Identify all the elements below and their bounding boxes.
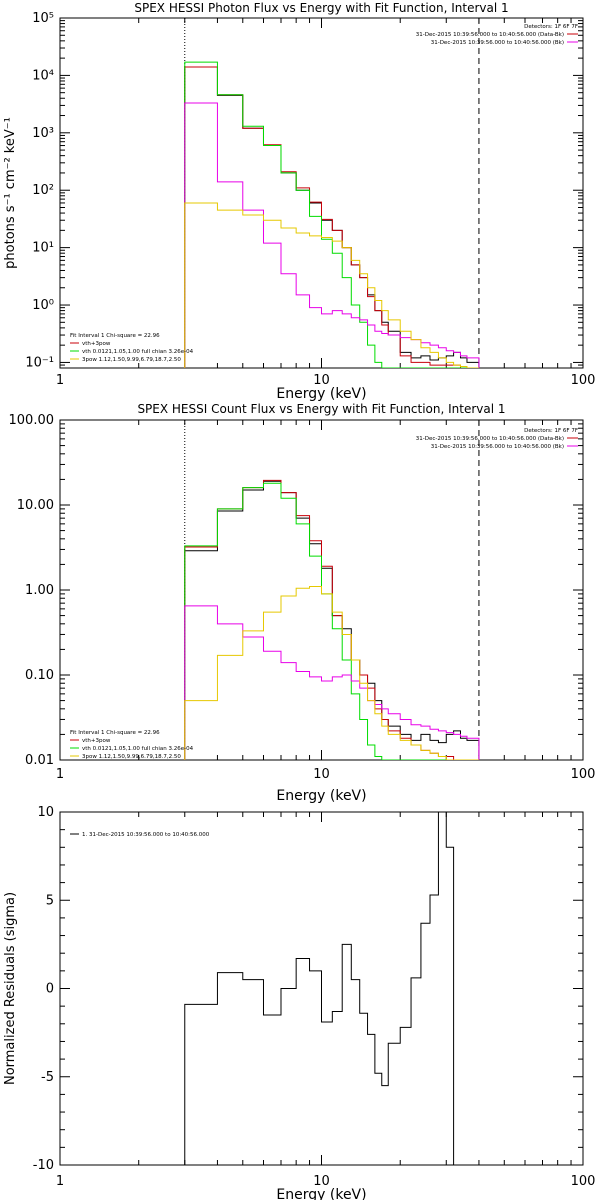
legend-left-entry: Fit Interval 1 Chi-square = 22.96 (70, 333, 160, 339)
x-axis-label: Energy (keV) (276, 1187, 366, 1200)
y-axis-label: Normalized Residuals (sigma) (3, 892, 18, 1085)
chart-panel-2: 1 10 100 0.01 0.10 1.00 10.00 100.00 SPEX HESSI … (9, 402, 596, 804)
x-tick-label: 10 (313, 373, 330, 388)
x-axis: 1 10 100 (56, 18, 596, 388)
x-axis-label: Energy (keV) (276, 386, 366, 402)
y-axis-label: photons s⁻¹ cm⁻² keV⁻¹ (3, 117, 18, 269)
legend-left-entry: 1. 31-Dec-2015 10:39:56.000 to 10:40:56.… (82, 832, 210, 838)
x-tick-label: 1 (56, 373, 64, 388)
series-line-3 (184, 61, 479, 368)
legend-left-entry: vth+3pow (82, 341, 111, 347)
x-axis: 1 10 100 (56, 420, 596, 782)
series-line-1 (184, 812, 455, 1165)
y-axis: -10 -5 0 5 10 (33, 805, 583, 1173)
x-tick-label: 100 (571, 767, 596, 782)
series-line-2 (184, 66, 479, 368)
y-tick-label: 0.01 (25, 753, 54, 768)
legend-left-entry: 3pow 1.12,1.50,9.99,6.79,18.7,2.50 (82, 754, 181, 760)
y-tick-label: -10 (33, 1158, 54, 1173)
y-tick-label: 10¹ (32, 241, 54, 256)
series-line-3 (184, 482, 479, 760)
y-tick-label: -5 (41, 1070, 54, 1085)
series-line-5 (184, 585, 479, 760)
x-tick-label: 1 (56, 1174, 64, 1189)
series-group (184, 61, 480, 368)
y-tick-label: 0.10 (25, 668, 54, 683)
legend-right-entry: 31-Dec-2015 10:39:56.000 to 10:40:56.000… (416, 32, 564, 38)
legend-right-entry: Detectors: 1F 6F 7F (524, 24, 578, 30)
legend-right-entry: Detectors: 1F 6F 7F (524, 428, 578, 434)
series-group (184, 812, 455, 1165)
legend-right-entry: 31-Dec-2015 10:39:56.000 to 10:40:56.000… (416, 436, 564, 442)
x-axis-label: Energy (keV) (276, 788, 366, 804)
y-tick-label: 10² (32, 183, 54, 198)
series-line-5 (184, 202, 479, 368)
y-tick-label: 1.00 (25, 583, 54, 598)
x-tick-label: 100 (571, 1174, 596, 1189)
plot-frame (59, 17, 584, 369)
legend-left-entry: vth 0.0121,1.05,1.00 full chian 3.26e-04 (82, 349, 194, 355)
y-tick-label: 5 (46, 893, 54, 908)
legend-right-entry: 31-Dec-2015 10:39:56.000 to 10:40:56.000… (431, 444, 564, 450)
chart-title: SPEX HESSI Photon Flux vs Energy with Fi… (134, 1, 508, 15)
legend-left-entry: vth 0.0121,1.05,1.00 full chian 3.26e-04 (82, 746, 194, 752)
x-tick-label: 100 (571, 373, 596, 388)
y-tick-label: 0 (46, 982, 54, 997)
legend-right-entry: 31-Dec-2015 10:39:56.000 to 10:40:56.000… (431, 40, 564, 46)
y-axis: 0.01 0.10 1.00 10.00 100.00 (9, 413, 583, 768)
y-tick-label: 10⁻¹ (25, 355, 54, 370)
y-tick-label: 10³ (32, 126, 54, 141)
chart-panel-1: 1 10 100 10⁻¹ 10⁰ 10¹ 10² 10³ 10⁴ 10⁵ SPEX HESSI P… (3, 1, 595, 402)
y-tick-label: 100.00 (9, 413, 55, 428)
y-tick-label: 10⁴ (32, 68, 54, 83)
y-tick-label: 10⁵ (32, 11, 54, 26)
y-tick-label: 10.00 (17, 498, 54, 513)
x-tick-label: 10 (313, 1174, 330, 1189)
x-axis: 1 10 100 (56, 812, 596, 1189)
series-line-4 (184, 102, 480, 368)
x-tick-label: 1 (56, 767, 64, 782)
legend-left-entry: vth+3pow (82, 738, 111, 744)
y-tick-label: 10⁰ (32, 298, 54, 313)
series-line-1 (184, 66, 480, 368)
series-group (184, 479, 480, 760)
x-tick-label: 10 (313, 767, 330, 782)
chart-title: SPEX HESSI Count Flux vs Energy with Fit… (137, 402, 505, 416)
y-axis: 10⁻¹ 10⁰ 10¹ 10² 10³ 10⁴ 10⁵ (25, 11, 583, 370)
legend-left-entry: 3pow 1.12,1.50,9.99,6.79,18.7,2.50 (82, 357, 181, 363)
legend-left-entry: Fit Interval 1 Chi-square = 22.96 (70, 730, 160, 736)
y-tick-label: 10 (37, 805, 54, 820)
